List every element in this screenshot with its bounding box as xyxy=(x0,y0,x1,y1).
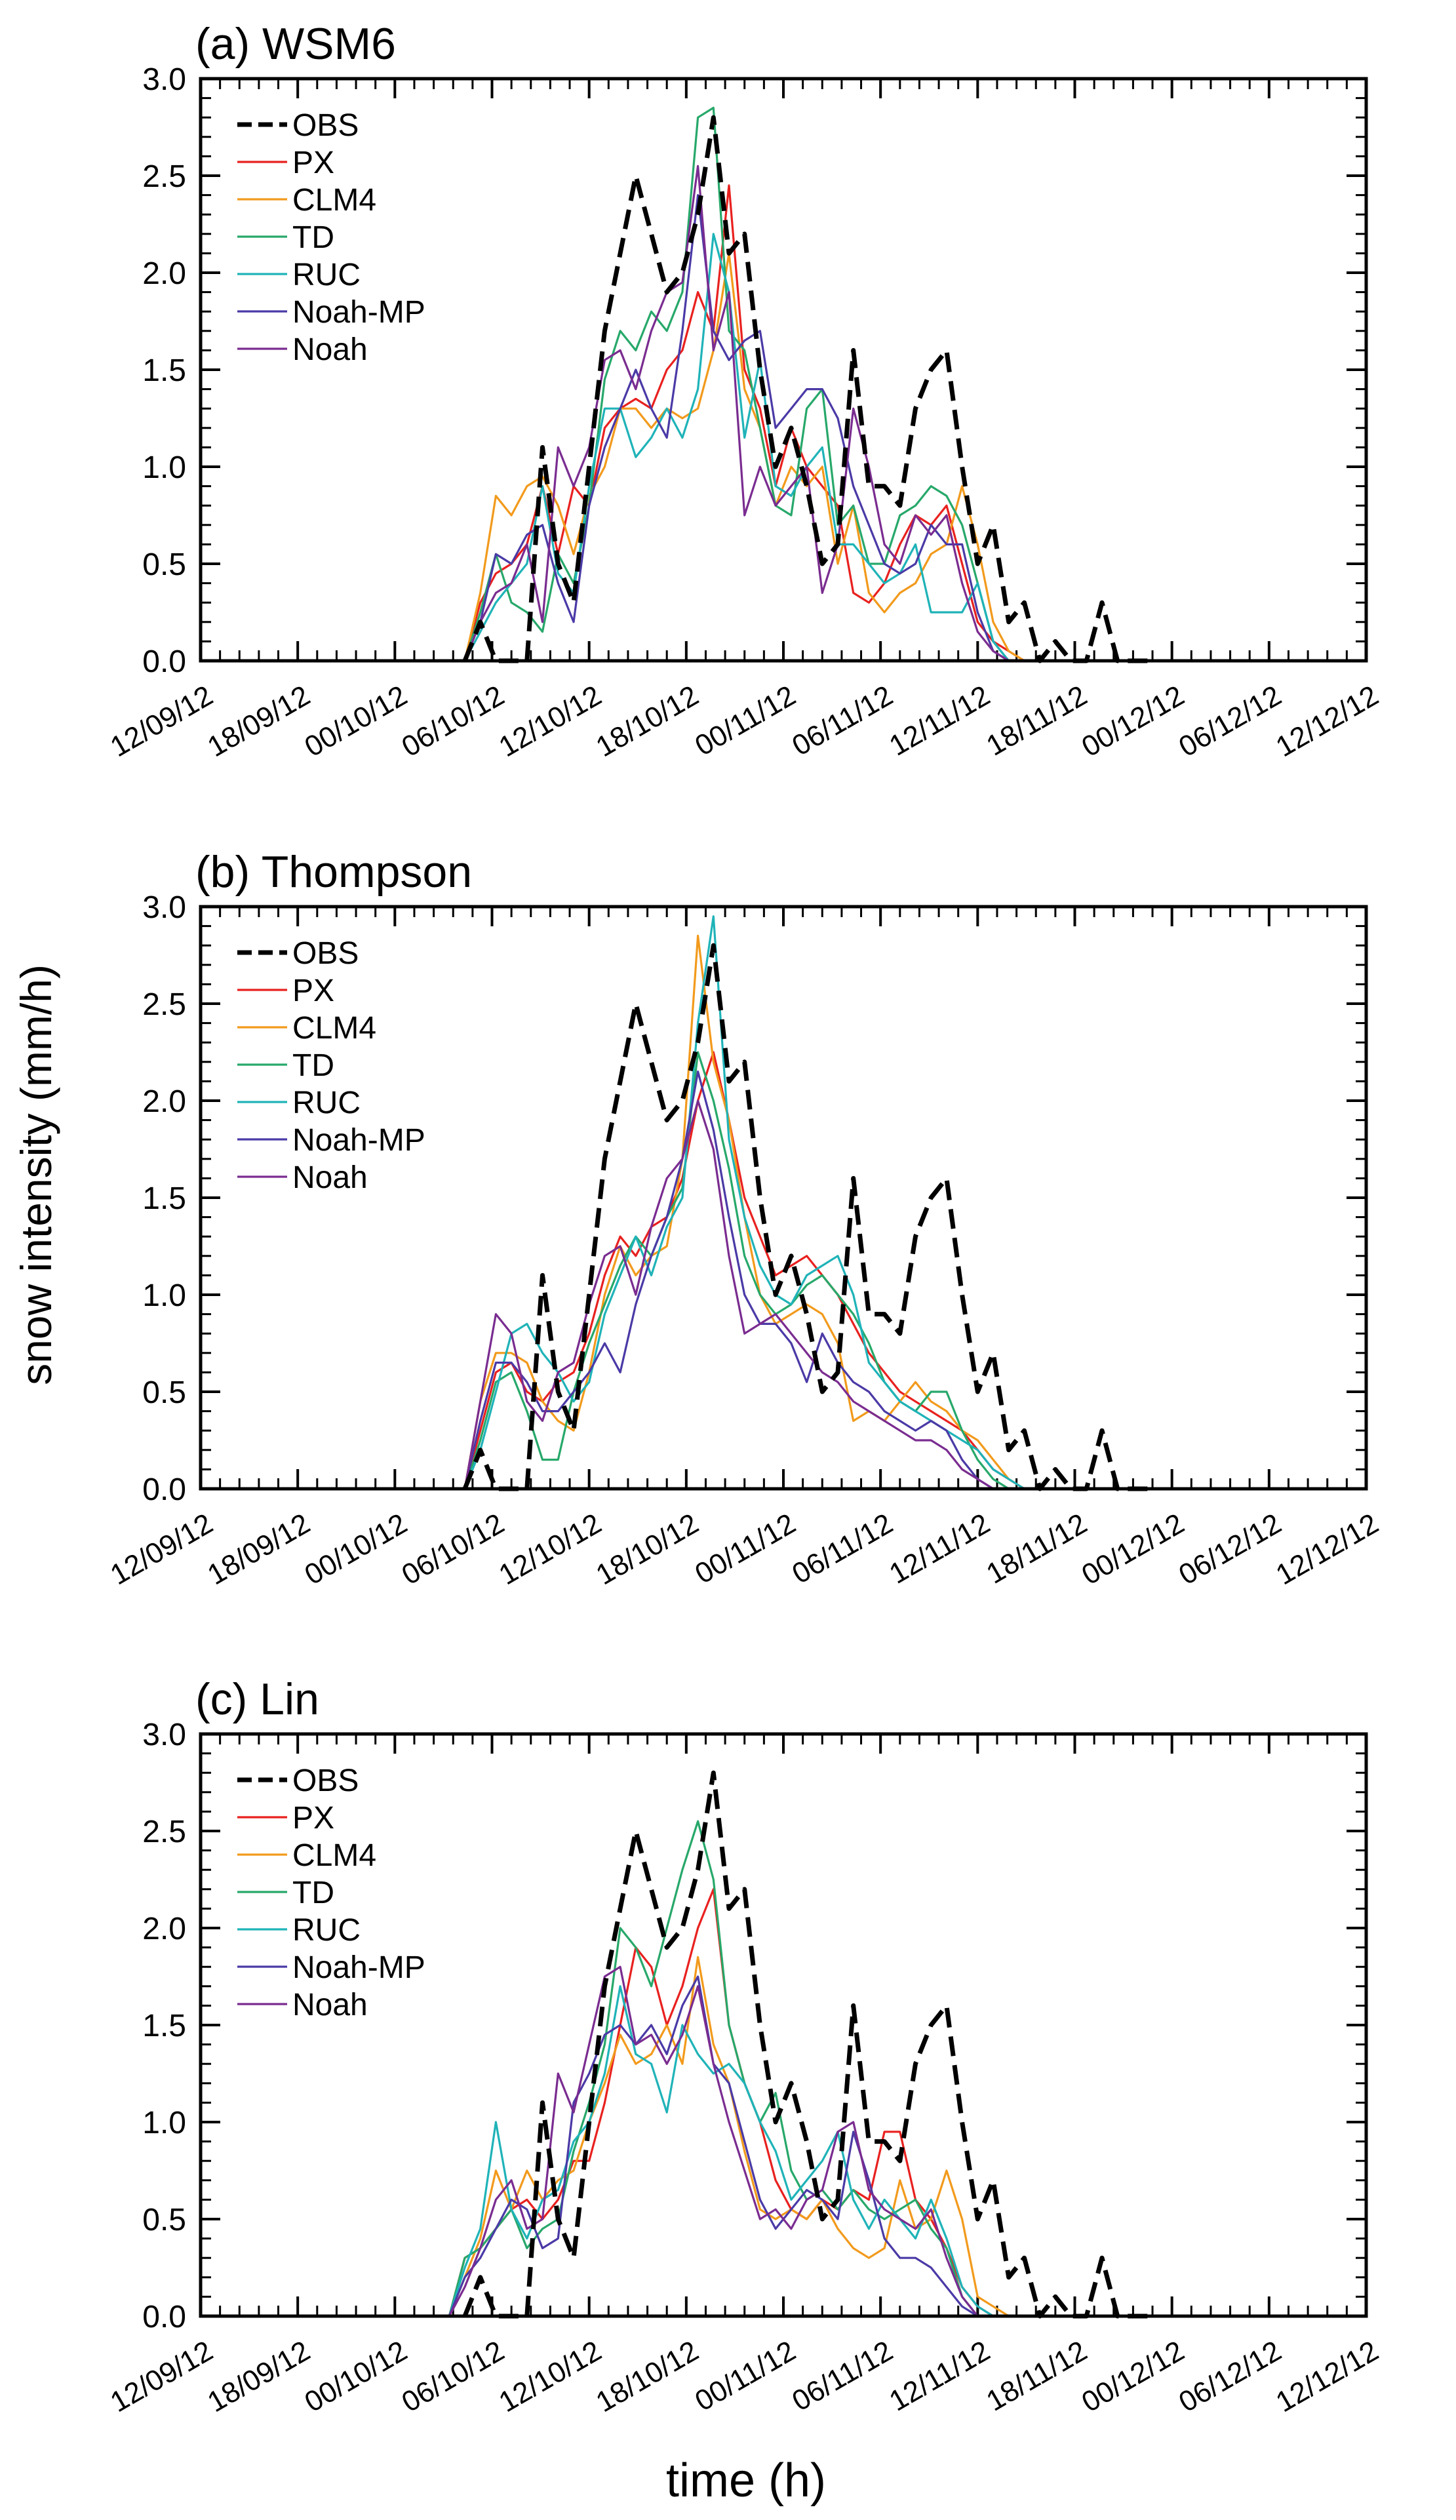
y-tick-label: 1.0 xyxy=(142,2106,186,2140)
y-tick-label: 1.0 xyxy=(142,450,186,485)
series-line-td xyxy=(463,106,1040,662)
y-axis-label: snow intensity (mm/h) xyxy=(12,964,60,1385)
series-line-obs xyxy=(462,1770,1149,2319)
series-line-noah-mp xyxy=(463,194,1040,662)
legend-label-ruc: RUC xyxy=(292,258,361,292)
legend-label-td: TD xyxy=(292,220,334,255)
series-line-clm4 xyxy=(463,934,1040,1490)
y-tick-label: 1.5 xyxy=(142,353,186,388)
series-line-ruc xyxy=(463,233,1040,662)
legend-label-noah-mp: Noah-MP xyxy=(292,1123,425,1158)
plot-frame xyxy=(199,77,1368,663)
y-tick-label: 0.0 xyxy=(142,1472,186,1507)
legend-label-px: PX xyxy=(292,1801,334,1836)
y-tick-label: 3.0 xyxy=(142,1718,186,1752)
y-tick-label: 3.0 xyxy=(142,62,186,97)
y-tick-label: 2.5 xyxy=(142,159,186,194)
legend-label-clm4: CLM4 xyxy=(292,1011,376,1046)
legend-label-noah-mp: Noah-MP xyxy=(292,295,425,330)
legend-label-td: TD xyxy=(292,1876,334,1910)
y-tick-label: 2.5 xyxy=(142,987,186,1022)
legend-label-noah: Noah xyxy=(292,1988,368,2022)
legend-label-ruc: RUC xyxy=(292,1086,361,1120)
legend-label-px: PX xyxy=(292,974,334,1008)
legend-label-td: TD xyxy=(292,1048,334,1083)
legend-label-obs: OBS xyxy=(292,108,359,143)
series-line-noah xyxy=(448,1965,1009,2317)
y-tick-label: 2.5 xyxy=(142,1815,186,1849)
plot-frame xyxy=(199,1732,1368,2318)
y-tick-label: 1.5 xyxy=(142,1181,186,1216)
panel-title: (b) Thompson xyxy=(195,847,472,897)
series-line-noah xyxy=(463,165,1040,662)
series-line-td xyxy=(448,1820,1009,2317)
legend-label-noah-mp: Noah-MP xyxy=(292,1950,425,1985)
legend-label-noah: Noah xyxy=(292,332,368,367)
y-tick-label: 0.5 xyxy=(142,2203,186,2237)
y-tick-label: 1.0 xyxy=(142,1278,186,1313)
legend-label-noah: Noah xyxy=(292,1160,368,1195)
panel-title: (c) Lin xyxy=(195,1674,319,1724)
series-line-noah xyxy=(463,1099,1040,1490)
series-line-ruc xyxy=(448,1985,1009,2317)
series-line-td xyxy=(463,1051,1040,1490)
y-tick-label: 2.0 xyxy=(142,1084,186,1119)
legend-label-ruc: RUC xyxy=(292,1913,361,1948)
legend-label-obs: OBS xyxy=(292,936,359,971)
series-line-noah-mp xyxy=(448,1975,1009,2317)
y-tick-label: 0.5 xyxy=(142,547,186,582)
legend-label-px: PX xyxy=(292,146,334,180)
legend-label-clm4: CLM4 xyxy=(292,1838,376,1873)
y-tick-label: 2.0 xyxy=(142,1912,186,1946)
series-line-obs xyxy=(462,115,1149,663)
legend-label-obs: OBS xyxy=(292,1763,359,1798)
y-tick-label: 0.0 xyxy=(142,644,186,679)
y-tick-label: 2.0 xyxy=(142,256,186,291)
y-tick-label: 1.5 xyxy=(142,2009,186,2043)
x-axis-label: time (h) xyxy=(666,2454,826,2507)
series-line-noah-mp xyxy=(463,1070,1040,1490)
legend-label-clm4: CLM4 xyxy=(292,183,376,218)
plot-frame xyxy=(199,905,1368,1491)
series-line-obs xyxy=(462,943,1149,1491)
series-line-px xyxy=(463,1051,1040,1490)
y-tick-label: 0.0 xyxy=(142,2300,186,2334)
panel-title: (a) WSM6 xyxy=(195,19,396,69)
y-tick-label: 0.5 xyxy=(142,1375,186,1410)
y-tick-label: 3.0 xyxy=(142,890,186,925)
